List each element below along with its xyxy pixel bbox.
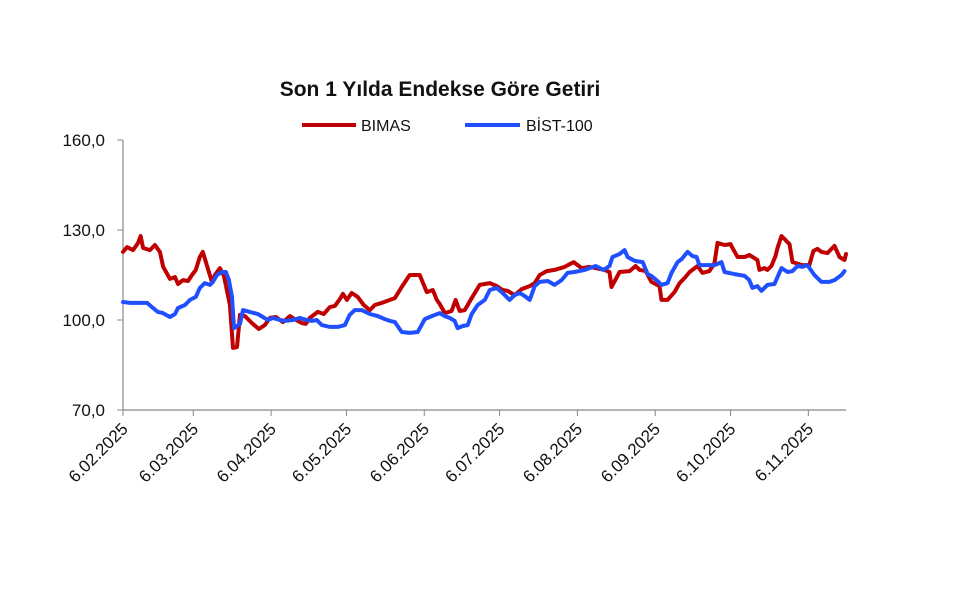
legend-label-bist100: BİST-100 bbox=[526, 116, 593, 135]
x-tick-label: 6.02.2025 bbox=[65, 419, 132, 486]
legend-label-bimas: BIMAS bbox=[361, 118, 411, 135]
y-tick-label: 160,0 bbox=[62, 131, 105, 150]
legend: BIMAS BİST-100 bbox=[302, 116, 593, 135]
chart-title: Son 1 Yılda Endekse Göre Getiri bbox=[280, 78, 601, 101]
y-tick-label: 130,0 bbox=[62, 221, 105, 240]
x-tick-label: 6.06.2025 bbox=[366, 419, 433, 486]
series-line-bist100 bbox=[121, 248, 847, 335]
x-tick-label: 6.04.2025 bbox=[213, 419, 280, 486]
x-tick-label: 6.03.2025 bbox=[135, 419, 202, 486]
x-tick-label: 6.11.2025 bbox=[751, 419, 817, 485]
y-tick-label: 70,0 bbox=[72, 401, 105, 420]
series-line-bimas bbox=[121, 234, 848, 350]
x-tick-label: 6.07.2025 bbox=[441, 419, 508, 486]
x-tick-label: 6.05.2025 bbox=[288, 419, 355, 486]
y-tick-label: 100,0 bbox=[62, 311, 105, 330]
x-tick-label: 6.08.2025 bbox=[519, 419, 586, 486]
x-tick-label: 6.09.2025 bbox=[597, 419, 664, 486]
x-tick-label: 6.10.2025 bbox=[672, 419, 739, 486]
